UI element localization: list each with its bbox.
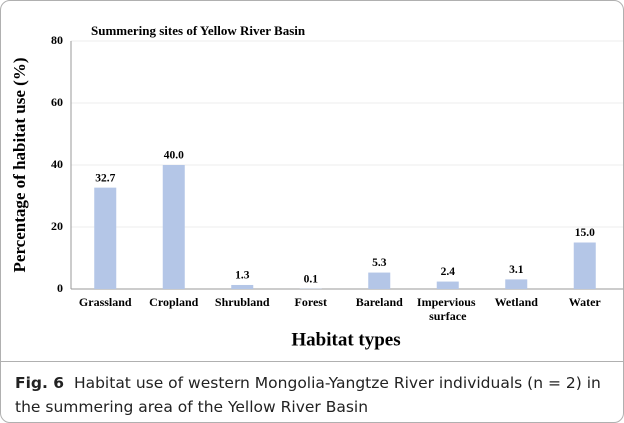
y-tick-label: 40 — [51, 157, 63, 171]
x-tick-label: Cropland — [149, 295, 198, 309]
bar — [162, 165, 185, 289]
divider — [1, 361, 623, 362]
y-tick-label: 60 — [51, 95, 63, 109]
data-label: 3.1 — [509, 264, 524, 276]
caption-label: Fig. 6 — [15, 374, 65, 392]
data-label: 1.3 — [235, 270, 250, 282]
x-tick-label: Grassland — [79, 295, 132, 309]
caption-text: Habitat use of western Mongolia-Yangtze … — [15, 374, 601, 416]
bar — [94, 187, 117, 289]
data-label: 32.7 — [95, 172, 115, 184]
x-tick-label: Forest — [295, 295, 327, 309]
x-tick-label: Bareland — [356, 295, 403, 309]
data-label: 40.0 — [164, 150, 184, 162]
y-axis-label: Percentage of habitat use (%) — [10, 58, 29, 273]
bar — [436, 281, 459, 289]
chart: Summering sites of Yellow River Basin Pe… — [10, 23, 623, 350]
y-tick-label: 20 — [51, 219, 63, 233]
chart-title: Summering sites of Yellow River Basin — [91, 23, 306, 38]
data-label: 2.4 — [441, 266, 456, 278]
y-tick-label: 80 — [51, 33, 63, 47]
x-tick-label: Impervious surface — [417, 295, 479, 323]
data-label: 0.1 — [304, 273, 319, 285]
x-tick-label: Shrubland — [215, 295, 270, 309]
bar — [231, 284, 254, 289]
x-axis-label: Habitat types — [291, 329, 400, 350]
y-tick-label: 0 — [57, 281, 63, 295]
data-label: 15.0 — [575, 227, 595, 239]
bar — [505, 279, 528, 289]
data-label: 5.3 — [372, 257, 387, 269]
x-tick-label: Water — [569, 295, 602, 309]
bar — [368, 272, 391, 289]
x-tick-label: Wetland — [495, 295, 539, 309]
bar — [573, 242, 596, 289]
caption: Fig. 6 Habitat use of western Mongolia-Y… — [15, 371, 615, 419]
